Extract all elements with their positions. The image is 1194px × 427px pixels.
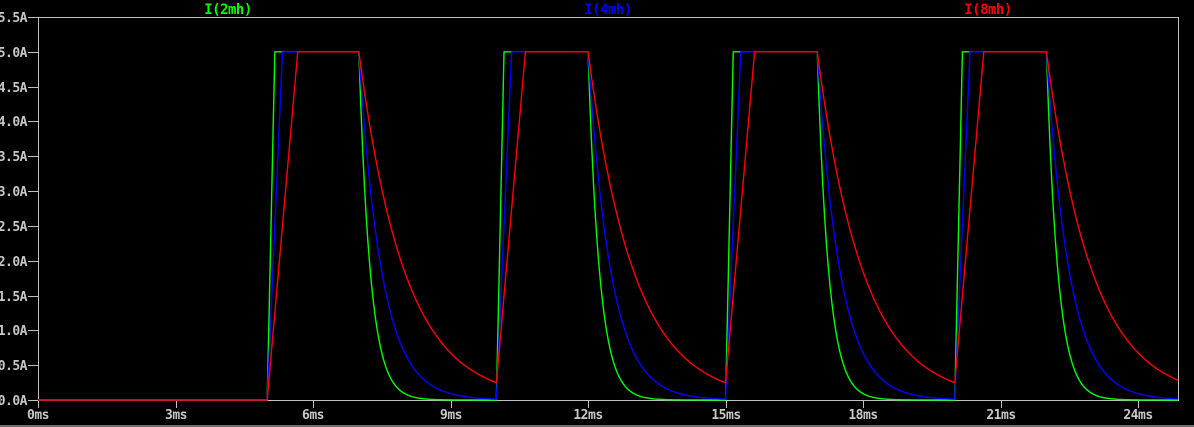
y-tick-label: 2.5A (0, 220, 28, 235)
x-tick-label: 18ms (848, 408, 877, 423)
pane-bottom-edge (0, 425, 1194, 427)
x-tick-label: 0ms (27, 408, 49, 423)
y-tick-label: 5.0A (0, 46, 28, 61)
trace-i8mh[interactable] (38, 51, 1179, 401)
y-tick-label: 4.0A (0, 115, 28, 130)
x-tick-label: 12ms (573, 408, 602, 423)
y-tick-label: 0.0A (0, 394, 28, 409)
trace-i2mh[interactable] (38, 51, 1178, 401)
plot-border (38, 17, 1179, 401)
y-tick-label: 4.5A (0, 81, 28, 96)
x-tick-label: 9ms (440, 408, 462, 423)
x-tick-label: 3ms (165, 408, 187, 423)
trace-label-i2mh[interactable]: I(2mh) (204, 2, 252, 18)
y-tick-label: 2.0A (0, 255, 28, 270)
y-tick-label: 1.0A (0, 324, 28, 339)
y-tick-label: 1.5A (0, 290, 28, 305)
x-tick-label: 24ms (1123, 408, 1152, 423)
x-tick-label: 6ms (302, 408, 324, 423)
trace-label-i4mh[interactable]: I(4mh) (584, 2, 632, 18)
y-tick-label: 3.0A (0, 185, 28, 200)
x-tick-label: 15ms (711, 408, 740, 423)
y-tick-label: 0.5A (0, 359, 28, 374)
x-tick-label: 21ms (986, 408, 1015, 423)
trace-i4mh[interactable] (38, 51, 1179, 401)
y-tick-label: 3.5A (0, 150, 28, 165)
trace-label-i8mh[interactable]: I(8mh) (964, 2, 1012, 18)
y-tick-label: 5.5A (0, 11, 28, 26)
